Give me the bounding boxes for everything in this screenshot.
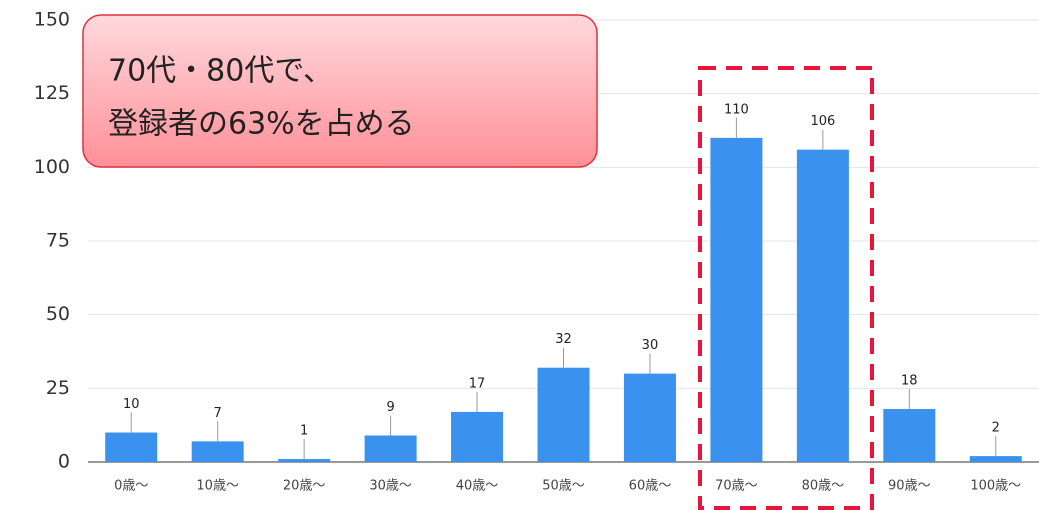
y-tick-label: 100 <box>34 156 70 178</box>
value-label: 18 <box>901 373 918 388</box>
x-tick-label: 10歳〜 <box>196 479 239 494</box>
x-tick-label: 30歳〜 <box>369 479 412 494</box>
bar <box>710 137 763 462</box>
x-tick-label: 40歳〜 <box>456 479 499 494</box>
bar <box>451 411 504 462</box>
bar <box>364 435 417 462</box>
x-tick-label: 0歳〜 <box>114 479 148 494</box>
y-tick-label: 150 <box>34 9 70 31</box>
value-label: 30 <box>642 338 659 353</box>
x-tick-label: 100歳〜 <box>970 479 1021 494</box>
annotation-line: 70代・80代で、 <box>108 54 333 89</box>
bar <box>796 149 849 463</box>
bar <box>623 373 676 462</box>
value-label: 2 <box>992 421 1000 436</box>
value-label: 106 <box>810 114 835 129</box>
value-label: 110 <box>724 102 749 117</box>
annotation-line: 登録者の63%を占める <box>108 107 415 142</box>
bar <box>537 367 590 462</box>
x-tick-label: 50歳〜 <box>542 479 585 494</box>
highlight-box <box>698 66 874 510</box>
y-tick-label: 25 <box>46 377 70 399</box>
x-tick-label: 70歳〜 <box>715 479 758 494</box>
value-label: 10 <box>123 397 140 412</box>
value-label: 9 <box>386 400 394 415</box>
value-label: 1 <box>300 424 308 439</box>
value-label: 32 <box>555 332 572 347</box>
x-tick-label: 90歳〜 <box>888 479 931 494</box>
value-label: 17 <box>469 376 486 391</box>
x-tick-label: 60歳〜 <box>629 479 672 494</box>
y-tick-label: 0 <box>58 451 70 473</box>
bar <box>105 432 158 462</box>
y-tick-label: 50 <box>46 303 70 325</box>
bars: 0歳〜 10 10歳〜 7 20歳〜 1 30歳〜 9 40歳〜 17 50歳〜 32 60歳〜 30 70… <box>105 102 1022 494</box>
bar <box>191 441 244 462</box>
x-tick-label: 20歳〜 <box>283 479 326 494</box>
x-tick-label: 80歳〜 <box>802 479 845 494</box>
bar <box>883 408 936 462</box>
y-tick-label: 75 <box>46 230 70 252</box>
bar <box>969 456 1022 462</box>
bar <box>278 459 331 462</box>
annotation-box <box>82 14 598 168</box>
y-tick-label: 125 <box>34 82 70 104</box>
value-label: 7 <box>214 406 222 421</box>
